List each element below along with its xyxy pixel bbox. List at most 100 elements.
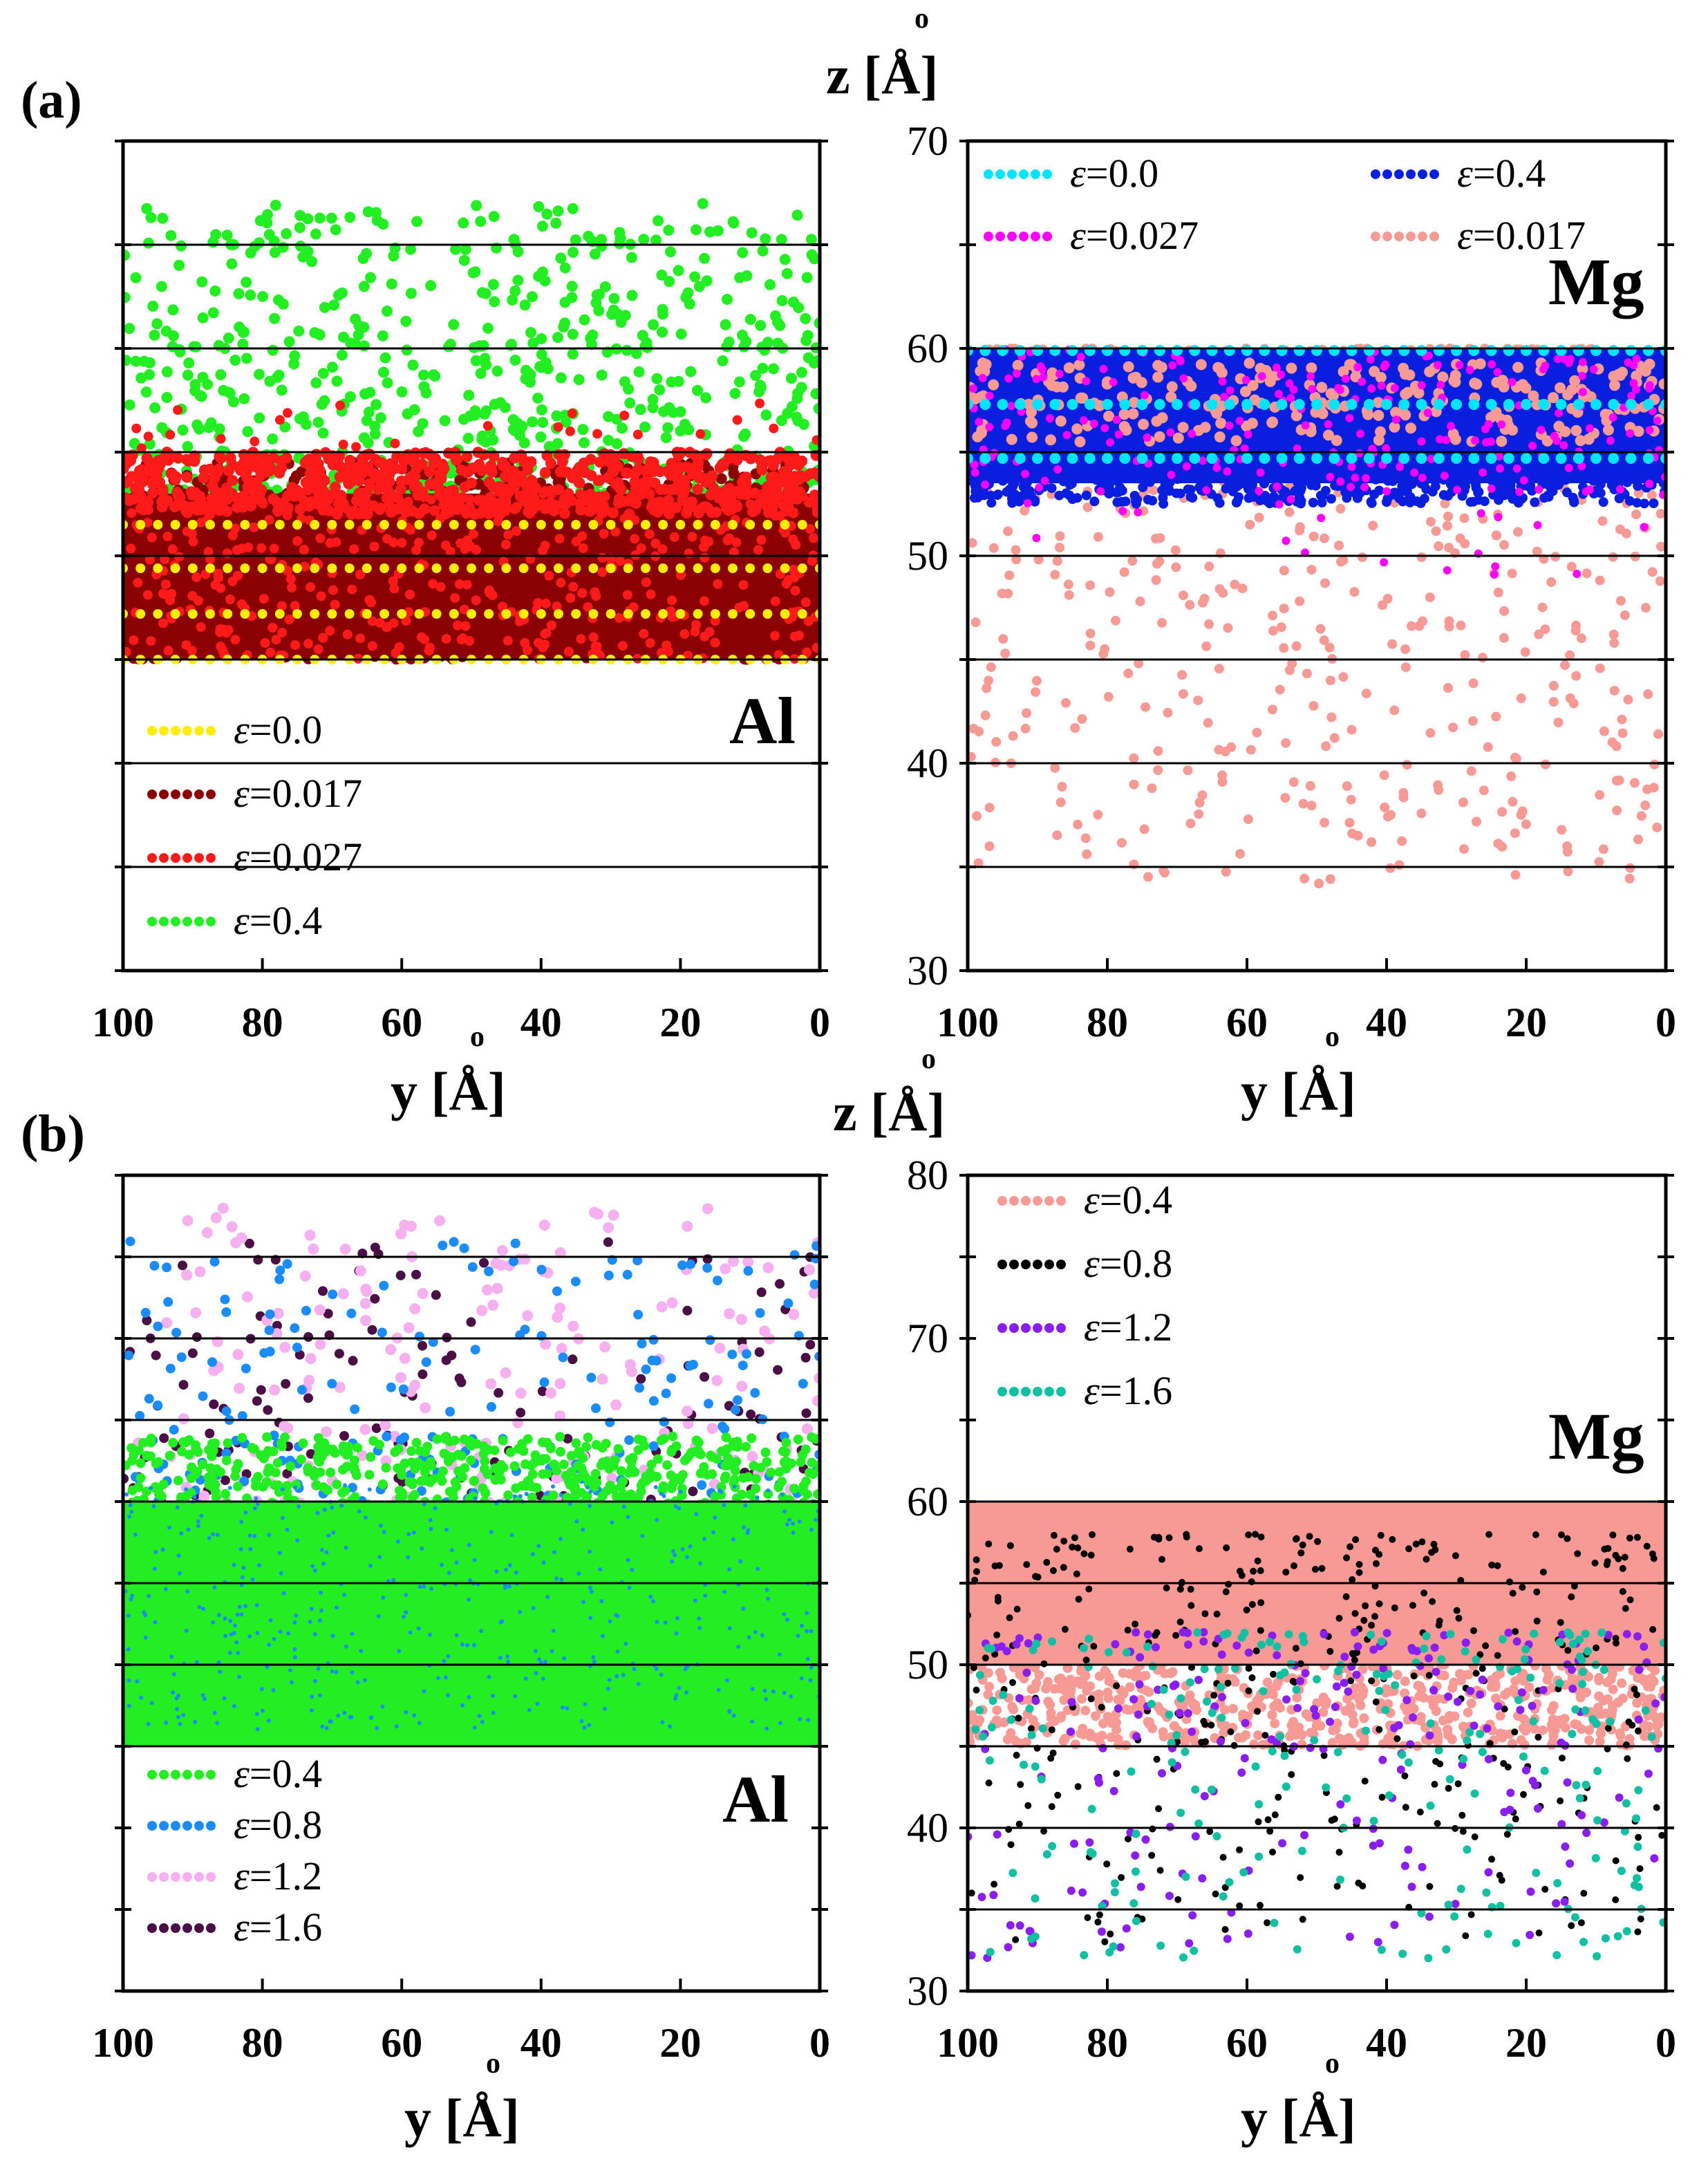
series-eps-0.017-point <box>792 552 804 563</box>
series-eps-0.4-point <box>294 222 306 234</box>
series-eps-0.017-point <box>1456 620 1466 630</box>
series-eps-0.0-point <box>1538 345 1550 356</box>
series-eps-0.027-point <box>1436 380 1445 389</box>
series-eps-0.017-point <box>1047 367 1058 379</box>
series-eps-0.027-point <box>435 582 446 592</box>
series-eps-0.4-point <box>1185 485 1196 495</box>
series-eps-0.017-point <box>1416 808 1427 819</box>
series-eps-0.017-point <box>1103 411 1114 422</box>
series-eps-0.027-point <box>1578 371 1587 380</box>
series-eps-0.4-point <box>583 230 594 242</box>
series-eps-0.0-point <box>1573 453 1584 464</box>
series-eps-0.0-point <box>1398 345 1410 356</box>
series-eps-0.0-point <box>1102 453 1113 464</box>
series-eps-0.027-point <box>315 533 326 543</box>
series-eps-0.4-point <box>263 229 275 241</box>
series-eps-0.4-point <box>1089 496 1100 507</box>
series-eps-0.0-point <box>1346 399 1358 410</box>
y-axis-title-b-left-text: y [Å] <box>404 2088 520 2148</box>
series-eps-0.0-point <box>1608 345 1620 356</box>
series-eps-0.027-point <box>1324 420 1333 429</box>
series-eps-0.4-point <box>1279 469 1288 479</box>
series-eps-0.017-point <box>1320 533 1330 543</box>
series-eps-0.4-point <box>319 395 330 406</box>
z-axis-title-a: z [Å] o <box>826 3 938 105</box>
series-eps-0.017-point <box>1082 502 1093 512</box>
series-eps-0.0-point <box>623 563 633 573</box>
series-eps-0.027-point <box>677 492 688 504</box>
series-eps-1.6-point <box>256 1385 266 1395</box>
series-eps-0.027-point <box>316 591 326 601</box>
a-mg-legend-swatch <box>1007 169 1017 179</box>
series-eps-0.0-point <box>780 563 790 573</box>
series-eps-0.027-point <box>970 460 979 469</box>
series-eps-0.027-point <box>713 579 723 589</box>
series-eps-0.027-point <box>388 537 399 548</box>
series-eps-0.0-point <box>1398 453 1410 464</box>
series-eps-0.0-point <box>1311 345 1322 356</box>
series-eps-0.027-point <box>1198 456 1207 465</box>
series-eps-0.4-point <box>1506 486 1517 496</box>
series-eps-0.027-point <box>289 490 301 502</box>
series-eps-0.4-point <box>241 277 252 288</box>
series-eps-0.017-point <box>1426 516 1436 527</box>
series-eps-0.017-point <box>1460 650 1470 660</box>
series-eps-0.4-point <box>737 247 749 259</box>
a-al-xtick-label: 40 <box>520 1000 562 1045</box>
series-eps-1.6-point <box>191 1332 202 1343</box>
series-eps-0.017-point <box>1077 714 1087 724</box>
series-eps-0.0-point <box>1014 399 1026 410</box>
series-eps-0.4-point <box>400 315 412 327</box>
series-eps-0.4-point <box>1089 461 1100 471</box>
series-eps-0.027-point <box>645 638 655 648</box>
series-eps-0.4-point <box>1228 486 1238 496</box>
series-eps-0.027-point <box>338 439 348 449</box>
series-eps-0.017-point <box>491 580 503 592</box>
a-al-legend-swatch <box>159 853 169 863</box>
series-eps-0.027-point <box>249 522 259 532</box>
series-eps-0.4-point <box>273 369 285 381</box>
series-eps-0.017-point <box>1563 866 1573 877</box>
series-eps-0.027-point <box>469 508 480 520</box>
series-eps-0.027-point <box>277 628 288 638</box>
series-eps-0.027-point <box>695 429 706 439</box>
series-eps-0.017-point <box>1171 562 1181 572</box>
series-eps-0.4-point <box>552 205 564 217</box>
series-eps-0.027-point <box>1089 419 1098 428</box>
series-eps-0.4-point <box>196 276 208 288</box>
series-eps-0.017-point <box>406 571 417 583</box>
series-eps-0.4-point <box>233 288 245 299</box>
series-eps-0.027-point <box>1007 402 1016 411</box>
series-eps-0.027-point <box>276 462 288 474</box>
series-eps-0.017-point <box>1620 610 1630 620</box>
series-eps-0.017-point <box>1478 653 1488 663</box>
series-eps-0.017-point <box>1506 771 1517 781</box>
series-eps-0.0-point <box>1067 345 1078 356</box>
series-eps-0.027-point <box>1608 413 1617 422</box>
series-eps-0.0-point <box>554 563 563 573</box>
series-eps-0.4-point <box>768 363 780 375</box>
series-eps-0.4-point <box>648 319 659 330</box>
series-eps-0.4-point <box>1446 479 1456 489</box>
series-eps-0.017-point <box>619 543 631 554</box>
series-eps-0.027-point <box>334 503 344 513</box>
series-eps-0.0-point <box>1381 453 1392 464</box>
series-eps-0.027-point <box>583 602 593 612</box>
series-eps-0.4-point <box>809 253 820 265</box>
series-eps-0.0-point <box>501 563 512 573</box>
a-mg-legend-swatch <box>1382 232 1392 241</box>
series-eps-0.0-point <box>745 563 756 573</box>
series-eps-0.017-point <box>1553 718 1564 727</box>
a-mg-ytick-label: 40 <box>907 740 948 786</box>
series-eps-0.4-point <box>1320 463 1330 474</box>
series-eps-0.0-point <box>1154 399 1165 410</box>
series-eps-0.017-point <box>1244 814 1253 825</box>
series-eps-0.017-point <box>1012 359 1024 371</box>
series-eps-0.4-point <box>577 424 589 436</box>
series-eps-0.017-point <box>1329 733 1340 743</box>
series-eps-0.027-point <box>787 507 799 518</box>
series-eps-0.017-point <box>388 599 400 611</box>
series-eps-0.4-point <box>1514 494 1525 505</box>
series-eps-0.4-point <box>755 319 767 331</box>
series-eps-0.017-point <box>1633 425 1644 437</box>
